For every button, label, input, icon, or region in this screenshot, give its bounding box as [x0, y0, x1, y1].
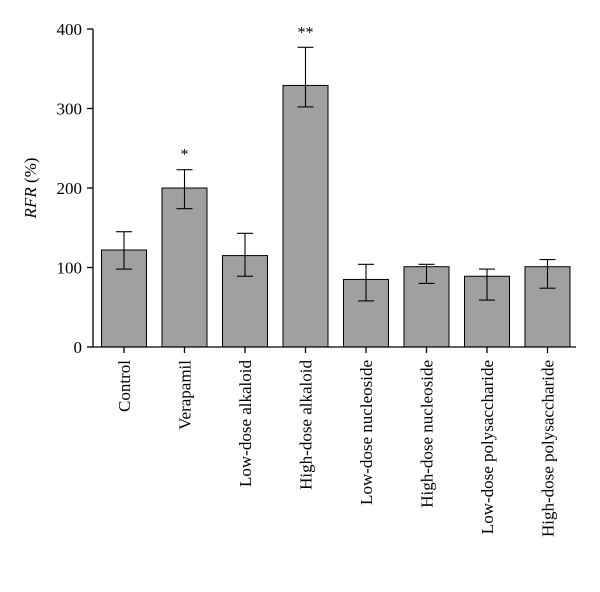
x-tick-label: High-dose alkaloid: [297, 360, 316, 490]
significance-marker: **: [298, 24, 314, 41]
y-tick-label: 200: [57, 179, 83, 198]
error-bars-group: [116, 46, 556, 302]
bar: [282, 84, 329, 348]
significance-markers-group: ***: [181, 24, 314, 163]
y-tick-label: 100: [57, 259, 83, 278]
bars-group: [101, 84, 571, 348]
y-tick-label: 300: [57, 100, 83, 119]
x-ticks-group: Control Verapamil Low-dose alkaloid High-do…: [115, 347, 558, 537]
x-tick-label: High-dose polysaccharide: [539, 360, 558, 537]
x-tick-label: Control: [115, 360, 134, 412]
y-ticks-group: 0 100 200 300 400: [57, 20, 93, 357]
x-tick-label: Low-dose polysaccharide: [478, 360, 497, 534]
x-tick-label: Low-dose nucleoside: [357, 360, 376, 505]
bar: [403, 266, 450, 348]
x-tick-label: Low-dose alkaloid: [236, 360, 255, 487]
bar: [161, 187, 208, 348]
y-axis-label: RFR (%): [21, 158, 40, 220]
x-tick-label: High-dose nucleoside: [418, 360, 437, 508]
y-tick-label: 0: [74, 338, 83, 357]
y-tick-label: 400: [57, 20, 83, 39]
significance-marker: *: [181, 147, 189, 164]
x-tick-label: Verapamil: [176, 360, 195, 430]
